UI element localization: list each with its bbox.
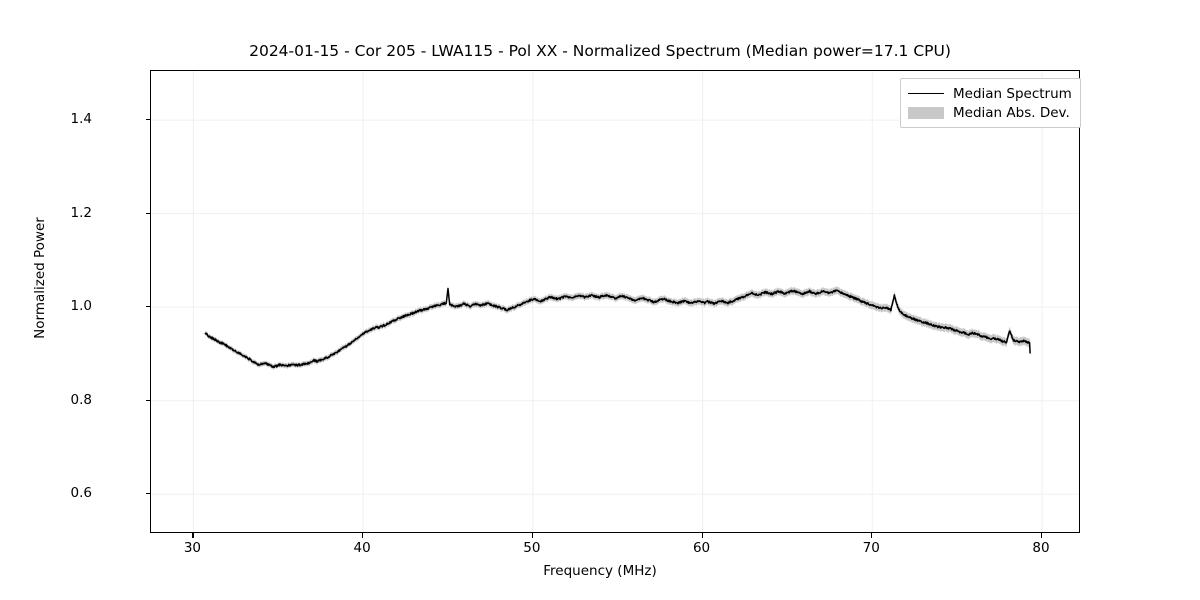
x-tick-label: 60 xyxy=(692,540,711,556)
x-tick-mark xyxy=(531,533,533,538)
y-tick-mark xyxy=(146,212,151,214)
legend-item-median-spectrum: Median Spectrum xyxy=(908,84,1072,103)
legend-line-swatch xyxy=(908,87,944,101)
spectrum-plot-svg xyxy=(151,71,1079,532)
plot-area xyxy=(150,70,1080,533)
x-tick-label: 30 xyxy=(183,540,202,556)
x-tick-mark xyxy=(362,533,364,538)
x-tick-label: 70 xyxy=(862,540,880,556)
y-tick-label: 1.0 xyxy=(70,298,92,315)
y-tick-mark xyxy=(146,399,151,401)
x-tick-label: 50 xyxy=(523,540,541,556)
median-abs-dev-band xyxy=(205,285,1031,370)
x-tick-label: 80 xyxy=(1032,540,1050,556)
x-tick-mark xyxy=(701,533,703,538)
x-tick-mark xyxy=(871,533,873,538)
x-tick-label: 40 xyxy=(353,540,371,556)
legend-label-median-spectrum: Median Spectrum xyxy=(953,85,1072,102)
legend-label-median-abs-dev: Median Abs. Dev. xyxy=(953,104,1070,121)
legend-patch-swatch xyxy=(908,106,944,120)
x-tick-mark xyxy=(1040,533,1043,538)
x-axis-label: Frequency (MHz) xyxy=(543,563,657,579)
median-spectrum-line xyxy=(204,287,1031,369)
y-tick-label: 1.4 xyxy=(70,111,92,128)
legend-box[interactable]: Median Spectrum Median Abs. Dev. xyxy=(900,78,1081,128)
grid-lines xyxy=(151,71,1079,532)
chart-title: 2024-01-15 - Cor 205 - LWA115 - Pol XX -… xyxy=(249,42,951,60)
y-tick-mark xyxy=(146,119,151,121)
x-tick-mark xyxy=(192,533,194,538)
y-tick-mark xyxy=(146,493,151,495)
y-tick-mark xyxy=(146,306,151,308)
y-tick-label: 0.8 xyxy=(70,391,92,408)
legend-item-median-abs-dev: Median Abs. Dev. xyxy=(908,103,1072,122)
y-axis-label: Normalized Power xyxy=(32,217,48,339)
y-tick-label: 1.2 xyxy=(70,204,92,221)
y-tick-label: 0.6 xyxy=(70,485,92,502)
